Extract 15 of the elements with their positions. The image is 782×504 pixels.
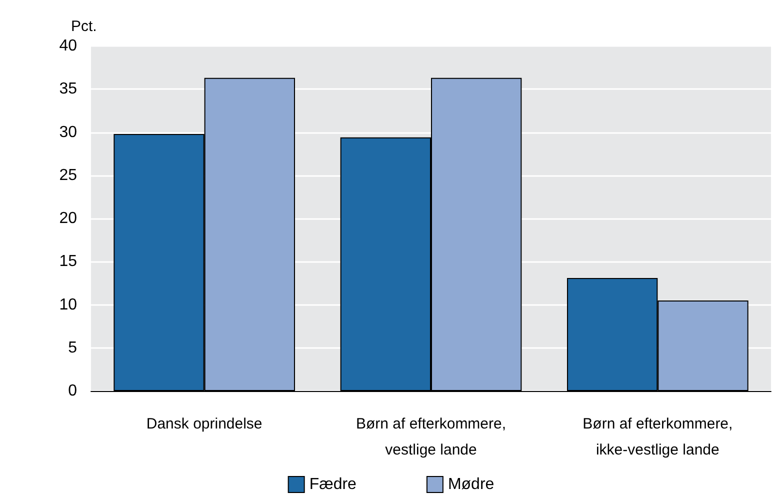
y-tick-label: 25 <box>59 166 78 184</box>
y-tick-label: 20 <box>59 210 78 227</box>
x-tick-label: Børn af efterkommere, vestlige lande <box>356 416 506 458</box>
y-tick-label: 0 <box>68 382 78 400</box>
x-tick-label: Børn af efterkommere, ikke-vestlige lande <box>582 416 733 458</box>
y-axis-title: Pct. <box>71 18 97 35</box>
y-tick-label: 35 <box>59 80 78 98</box>
y-tick-label: 5 <box>68 339 78 356</box>
legend-label: Mødre <box>448 476 494 493</box>
y-tick-label: 40 <box>59 38 78 54</box>
x-tick-label: Dansk oprindelse <box>146 416 262 432</box>
y-tick-label: 15 <box>59 253 78 270</box>
y-tick-label: 30 <box>59 124 78 141</box>
legend-label: Fædre <box>309 476 357 493</box>
y-tick-label: 10 <box>59 296 78 314</box>
